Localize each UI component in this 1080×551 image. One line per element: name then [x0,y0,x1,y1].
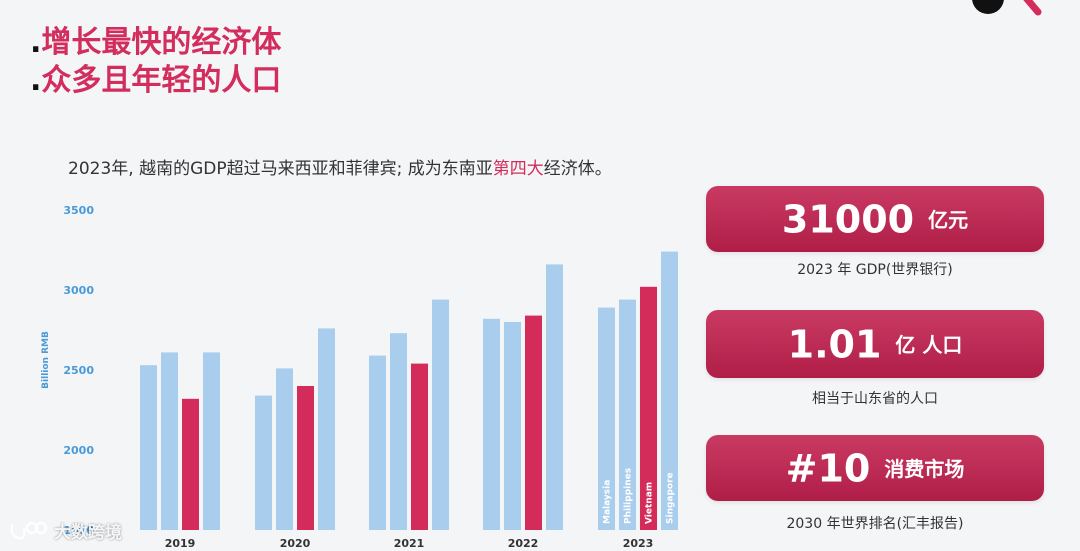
stat-market-value: #10 [785,446,871,491]
bar-singapore-2019 [203,352,220,530]
stat-card-consumer-market: #10 消费市场 [706,435,1044,501]
x-category-label: 2021 [394,537,425,550]
y-tick-label: 2500 [63,364,94,377]
bar-series-label: Malaysia [603,480,613,524]
stat-population-value: 1.01 [787,322,882,367]
stat-market-caption: 2030 年世界排名(汇丰报告) [786,516,964,532]
bar-malaysia-2021 [369,355,386,530]
bar-philippines-2019 [161,352,178,530]
bar-vietnam-2022 [525,315,542,530]
watermark: 大数跨境 [8,518,122,543]
bar-singapore-2021 [432,299,449,530]
headline-line-1: .增长最快的经济体 [30,25,282,60]
gdp-bar-chart: 3500 3000 2500 2000 1500 Billion RMB 2019 2020 2… [41,204,678,550]
y-tick-label: 1500 [63,524,94,537]
bar-singapore-2023 [661,251,678,530]
stat-gdp-value: 31000 [781,197,915,242]
stat-gdp-caption: 2023 年 GDP(世界银行) [797,262,953,278]
bar-philippines-2023 [619,299,636,530]
stat-population-unit: 亿 人口 [895,332,963,357]
watermark-logo-icon [10,521,48,539]
x-category-label: 2023 [623,537,654,550]
bar-malaysia-2020 [255,395,272,530]
headline-text-2: 众多且年轻的人口 [41,63,282,98]
headline-line-2: .众多且年轻的人口 [30,63,282,98]
headline: .增长最快的经济体 .众多且年轻的人口 [30,24,281,100]
bar-series-label: Vietnam [645,482,655,524]
bar-malaysia-2023 [598,307,615,530]
stat-card-population: 1.01 亿 人口 [706,310,1044,378]
stat-market-unit: 消费市场 [884,456,965,481]
bar-singapore-2020 [318,328,335,530]
bar-philippines-2020 [276,368,293,530]
bar-series-label: Singapore [666,472,676,524]
stat-population-caption: 相当于山东省的人口 [812,391,938,407]
headline-text-1: 增长最快的经济体 [41,25,282,60]
bar-malaysia-2019 [140,365,157,530]
stat-card-gdp: 31000 亿元 [706,186,1044,252]
corner-decoration [972,0,1042,16]
bar-singapore-2022 [546,264,563,530]
x-category-label: 2020 [280,537,311,550]
bar-philippines-2022 [504,322,521,530]
intro-highlight: 第四大 [492,159,544,179]
y-tick-label: 3000 [63,284,94,297]
bar-vietnam-2019 [182,398,199,530]
bar-malaysia-2022 [483,318,500,530]
y-axis-label: Billion RMB [41,331,51,389]
bar-philippines-2021 [390,333,407,530]
x-category-label: 2019 [165,537,196,550]
x-category-label: 2022 [508,537,539,550]
bar-vietnam-2020 [297,386,314,530]
watermark-text: 大数跨境 [54,523,122,543]
y-tick-label: 2000 [63,444,94,457]
bar-vietnam-2021 [411,363,428,530]
bar-series-label: Philippines [624,468,634,524]
bar-vietnam-2023 [640,286,657,530]
y-tick-label: 3500 [63,204,94,217]
intro-text: 2023年, 越南的GDP超过马来西亚和菲律宾; 成为东南亚第四大经济体。 [68,159,612,179]
stat-gdp-unit: 亿元 [928,207,969,232]
